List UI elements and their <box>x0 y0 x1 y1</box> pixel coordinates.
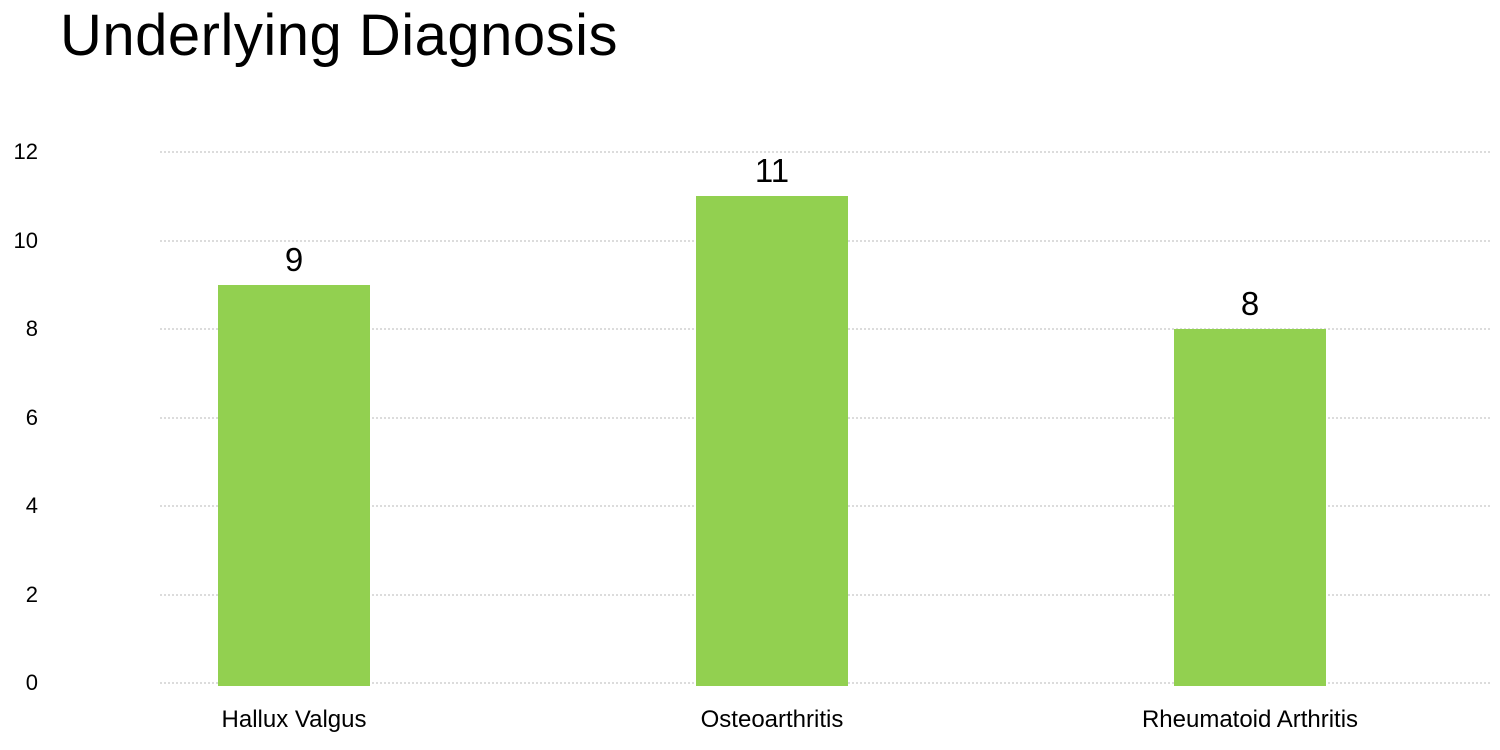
value-label-rheumatoid-arthritis: 8 <box>1240 285 1260 322</box>
bar-rheumatoid-arthritis <box>1174 329 1326 686</box>
category-label-osteoarthritis: Osteoarthritis <box>700 706 844 733</box>
y-tick-label-2: 2 <box>25 581 38 607</box>
y-tick-label-10: 10 <box>13 227 38 253</box>
y-tick-label-6: 6 <box>25 404 38 430</box>
category-label-hallux-valgus: Hallux Valgus <box>221 706 367 733</box>
gridline-12 <box>160 151 1490 153</box>
y-tick-label-4: 4 <box>25 493 38 518</box>
value-label-hallux-valgus: 9 <box>284 240 304 278</box>
bar-osteoarthritis <box>696 196 848 686</box>
y-tick-label-0: 0 <box>25 670 38 695</box>
value-label-osteoarthritis: 11 <box>754 152 790 190</box>
y-tick-label-8: 8 <box>25 316 38 341</box>
bar-hallux-valgus <box>218 284 370 686</box>
chart-title: Underlying Diagnosis <box>60 3 619 68</box>
category-label-rheumatoid-arthritis: Rheumatoid Arthritis <box>1141 706 1359 733</box>
y-tick-label-12: 12 <box>13 139 38 164</box>
